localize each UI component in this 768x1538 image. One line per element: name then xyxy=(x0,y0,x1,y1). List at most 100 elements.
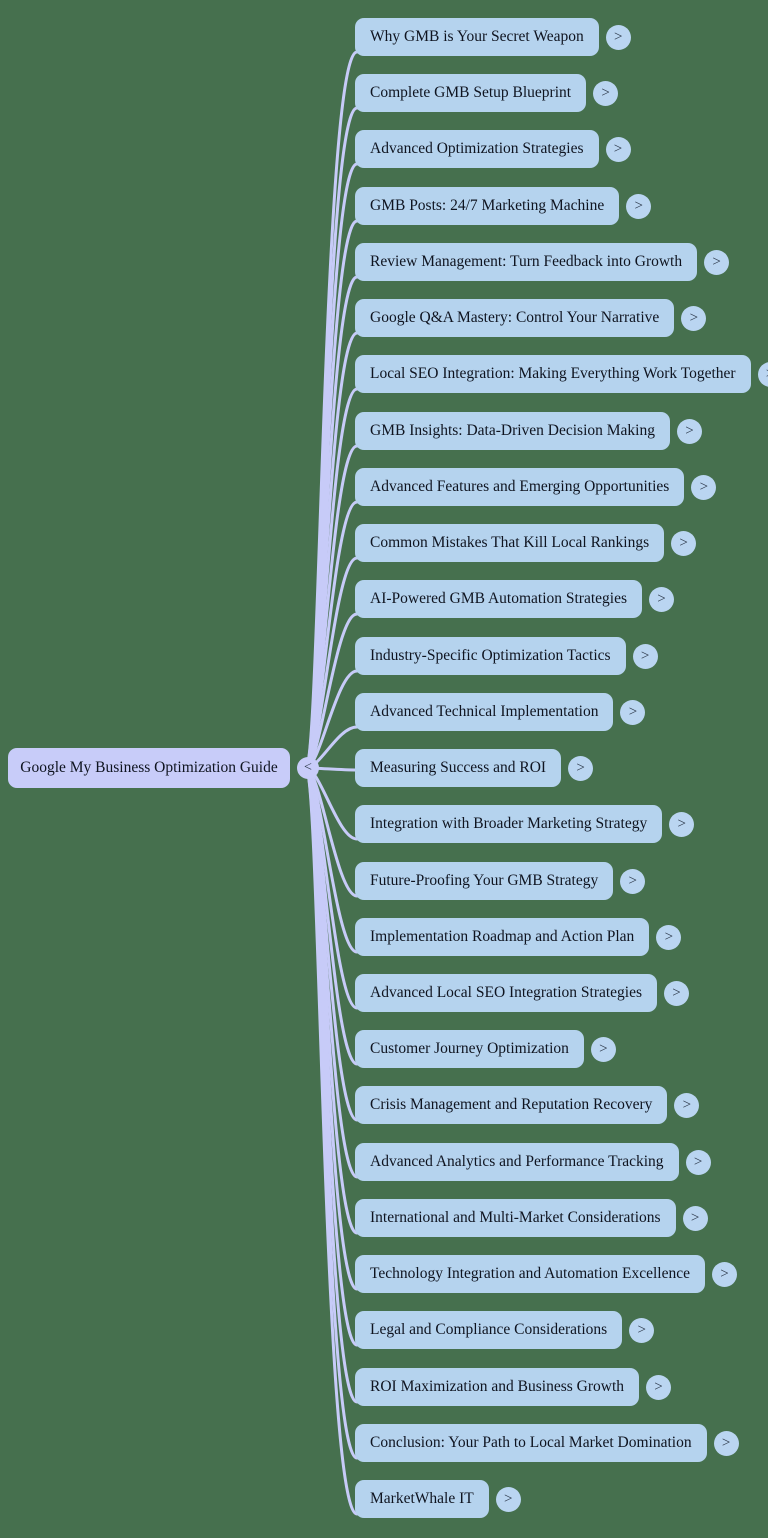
expand-toggle[interactable]: > xyxy=(593,80,619,106)
expand-toggle[interactable]: > xyxy=(646,1374,672,1400)
mindmap-node[interactable]: AI-Powered GMB Automation Strategies xyxy=(355,580,643,618)
expand-toggle[interactable]: > xyxy=(691,474,717,500)
node-label: Complete GMB Setup Blueprint xyxy=(370,84,572,101)
expand-toggle[interactable]: > xyxy=(632,643,658,669)
chevron-right-icon: > xyxy=(720,1265,729,1282)
expand-toggle[interactable]: > xyxy=(605,136,631,162)
mindmap-node[interactable]: Advanced Local SEO Integration Strategie… xyxy=(355,974,658,1012)
expand-toggle[interactable]: > xyxy=(605,24,631,50)
mindmap-node-row: Advanced Optimization Strategies > xyxy=(355,130,631,168)
chevron-right-icon: > xyxy=(601,84,610,101)
mindmap-node[interactable]: Legal and Compliance Considerations xyxy=(355,1311,623,1349)
chevron-right-icon: > xyxy=(699,478,709,495)
mindmap-node-row: Local SEO Integration: Making Everything… xyxy=(355,355,768,393)
node-label: Industry-Specific Optimization Tactics xyxy=(370,647,611,664)
mindmap-node[interactable]: Measuring Success and ROI xyxy=(355,749,562,787)
mindmap-node-row: Why GMB is Your Secret Weapon > xyxy=(355,18,631,56)
mindmap-node-row: GMB Posts: 24/7 Marketing Machine > xyxy=(355,187,652,225)
mindmap-node-row: Advanced Analytics and Performance Track… xyxy=(355,1143,711,1181)
node-label: Advanced Analytics and Performance Track… xyxy=(370,1153,664,1170)
mindmap-node-row: Implementation Roadmap and Action Plan > xyxy=(355,918,682,956)
mindmap-node[interactable]: Future-Proofing Your GMB Strategy xyxy=(355,862,614,900)
expand-toggle[interactable]: > xyxy=(656,924,682,950)
mindmap-node[interactable]: Why GMB is Your Secret Weapon xyxy=(355,18,599,56)
root-collapse-toggle[interactable]: < xyxy=(297,757,319,779)
mindmap-node-row: Technology Integration and Automation Ex… xyxy=(355,1255,738,1293)
mindmap-node[interactable]: Advanced Technical Implementation xyxy=(355,693,614,731)
expand-toggle[interactable]: > xyxy=(713,1430,739,1456)
expand-toggle[interactable]: > xyxy=(681,305,707,331)
expand-toggle[interactable]: > xyxy=(664,980,690,1006)
chevron-right-icon: > xyxy=(679,534,688,551)
mindmap-node[interactable]: International and Multi-Market Considera… xyxy=(355,1199,676,1237)
chevron-right-icon: > xyxy=(664,928,674,945)
expand-toggle[interactable]: > xyxy=(629,1317,655,1343)
expand-toggle[interactable]: > xyxy=(495,1486,521,1512)
mindmap-node-row: ROI Maximization and Business Growth > xyxy=(355,1368,672,1406)
node-label: Customer Journey Optimization xyxy=(370,1040,569,1057)
mindmap-node[interactable]: Customer Journey Optimization xyxy=(355,1030,584,1068)
expand-toggle[interactable]: > xyxy=(682,1205,708,1231)
node-label: Integration with Broader Marketing Strat… xyxy=(370,815,648,832)
mindmap-node[interactable]: Google Q&A Mastery: Control Your Narrati… xyxy=(355,299,675,337)
mindmap-node[interactable]: Complete GMB Setup Blueprint xyxy=(355,74,587,112)
node-label: Local SEO Integration: Making Everything… xyxy=(370,365,736,382)
node-label: Future-Proofing Your GMB Strategy xyxy=(370,872,599,889)
expand-toggle[interactable]: > xyxy=(649,586,675,612)
chevron-right-icon: > xyxy=(689,309,699,326)
mindmap-node[interactable]: Advanced Features and Emerging Opportuni… xyxy=(355,468,685,506)
expand-toggle[interactable]: > xyxy=(674,1092,700,1118)
mindmap-node[interactable]: Common Mistakes That Kill Local Rankings xyxy=(355,524,665,562)
mindmap-node-row: Complete GMB Setup Blueprint > xyxy=(355,74,619,112)
expand-toggle[interactable]: > xyxy=(757,361,768,387)
chevron-right-icon: > xyxy=(672,984,681,1001)
mindmap-node[interactable]: Conclusion: Your Path to Local Market Do… xyxy=(355,1424,707,1462)
mindmap-node-row: Common Mistakes That Kill Local Rankings… xyxy=(355,524,697,562)
expand-toggle[interactable]: > xyxy=(704,249,730,275)
expand-toggle[interactable]: > xyxy=(671,530,697,556)
node-label: Review Management: Turn Feedback into Gr… xyxy=(370,253,683,270)
mindmap-link xyxy=(304,766,359,1516)
mindmap-node[interactable]: Review Management: Turn Feedback into Gr… xyxy=(355,243,698,281)
node-label: Google Q&A Mastery: Control Your Narrati… xyxy=(370,309,660,326)
mindmap-node[interactable]: GMB Insights: Data-Driven Decision Makin… xyxy=(355,412,670,450)
root-node[interactable]: Google My Business Optimization Guide xyxy=(8,748,290,788)
node-label: Crisis Management and Reputation Recover… xyxy=(370,1096,653,1113)
expand-toggle[interactable]: > xyxy=(620,699,646,725)
mindmap-node[interactable]: Crisis Management and Reputation Recover… xyxy=(355,1086,668,1124)
chevron-right-icon: > xyxy=(599,1040,608,1057)
mindmap-node[interactable]: MarketWhale IT xyxy=(355,1480,489,1518)
expand-toggle[interactable]: > xyxy=(626,193,652,219)
mindmap-node[interactable]: Technology Integration and Automation Ex… xyxy=(355,1255,706,1293)
mindmap-node[interactable]: ROI Maximization and Business Growth xyxy=(355,1368,640,1406)
expand-toggle[interactable]: > xyxy=(620,868,646,894)
node-label: Advanced Features and Emerging Opportuni… xyxy=(370,478,670,495)
expand-toggle[interactable]: > xyxy=(590,1036,616,1062)
node-label: Conclusion: Your Path to Local Market Do… xyxy=(370,1434,692,1451)
expand-toggle[interactable]: > xyxy=(677,418,702,444)
mindmap-node[interactable]: Advanced Analytics and Performance Track… xyxy=(355,1143,679,1181)
node-label: GMB Insights: Data-Driven Decision Makin… xyxy=(370,422,655,439)
chevron-right-icon: > xyxy=(654,1378,663,1395)
mindmap-node[interactable]: Implementation Roadmap and Action Plan xyxy=(355,918,650,956)
mindmap-node[interactable]: Advanced Optimization Strategies xyxy=(355,130,599,168)
mindmap-node[interactable]: GMB Posts: 24/7 Marketing Machine xyxy=(355,187,620,225)
mindmap-node[interactable]: Industry-Specific Optimization Tactics xyxy=(355,637,626,675)
expand-toggle[interactable]: > xyxy=(712,1261,738,1287)
chevron-right-icon: > xyxy=(712,253,721,270)
mindmap-node[interactable]: Integration with Broader Marketing Strat… xyxy=(355,805,663,843)
node-label: Advanced Optimization Strategies xyxy=(370,140,584,157)
expand-toggle[interactable]: > xyxy=(568,755,594,781)
chevron-right-icon: > xyxy=(640,647,650,664)
chevron-right-icon: > xyxy=(628,872,637,889)
mindmap-node[interactable]: Local SEO Integration: Making Everything… xyxy=(355,355,751,393)
mindmap-node-row: International and Multi-Market Considera… xyxy=(355,1199,708,1237)
mindmap-node-row: Advanced Features and Emerging Opportuni… xyxy=(355,468,717,506)
node-label: Legal and Compliance Considerations xyxy=(370,1321,608,1338)
expand-toggle[interactable]: > xyxy=(685,1149,711,1175)
expand-toggle[interactable]: > xyxy=(669,811,695,837)
mindmap-node-row: Legal and Compliance Considerations > xyxy=(355,1311,655,1349)
node-label: ROI Maximization and Business Growth xyxy=(370,1378,625,1395)
node-label: Implementation Roadmap and Action Plan xyxy=(370,928,635,945)
